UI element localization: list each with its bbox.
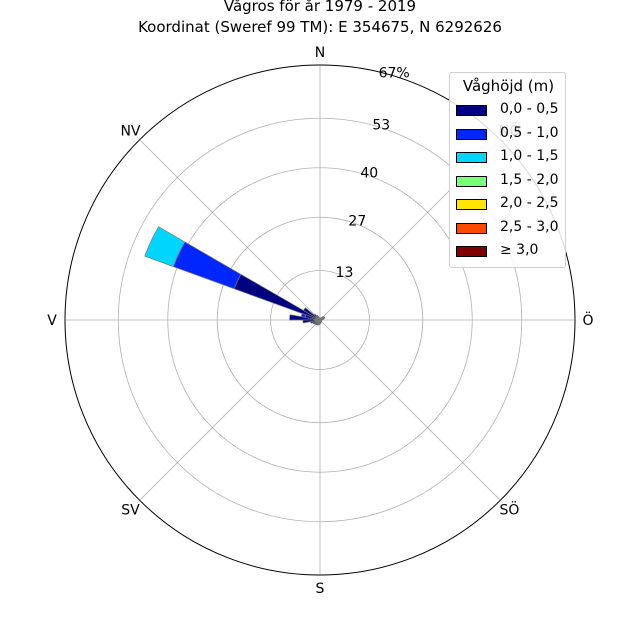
- legend-swatch: [456, 222, 487, 234]
- direction-label-N: N: [315, 45, 325, 61]
- chart-subtitle: Koordinat (Sweref 99 TM): E 354675, N 62…: [138, 18, 502, 36]
- chart-title: Vågros för år 1979 - 2019: [223, 0, 417, 15]
- legend-swatch: [456, 246, 487, 257]
- grid-ring-2: [167, 167, 473, 473]
- radial-tick-label-4: 67%: [379, 66, 410, 82]
- legend-item: 1,0 - 1,5: [456, 148, 564, 168]
- outer-circle: [64, 64, 576, 576]
- bar-295-bin-0: [233, 273, 321, 321]
- grid-ring-3: [117, 117, 523, 523]
- bar-295-bin-1: [172, 241, 242, 290]
- bar-295-bin-2: [144, 226, 186, 268]
- direction-label-SÖ: SÖ: [500, 501, 520, 519]
- legend-label: 1,5 - 2,0: [500, 171, 559, 188]
- grid-ring-0: [270, 270, 370, 370]
- legend-label: 2,0 - 2,5: [500, 195, 559, 211]
- spoke-1: [139, 139, 321, 321]
- radial-tick-label-2: 40: [360, 165, 378, 181]
- legend-item: 2,0 - 2,5: [456, 195, 564, 215]
- radial-tick-label-0: 13: [336, 265, 354, 281]
- spoke-3: [139, 319, 321, 501]
- legend-item: ≥ 3,0: [456, 242, 564, 262]
- legend-swatch: [456, 199, 487, 210]
- rose-bars: [144, 226, 326, 326]
- chart-labels: NNVVSVSSÖÖNÖ1327405367%: [47, 45, 593, 597]
- legend: Våghöjd (m) 0,0 - 0,5 0,5 - 1,0 1,0 - 1,5 1…: [449, 72, 566, 268]
- legend-label: 1,0 - 1,5: [500, 148, 559, 164]
- bar-285-bin-1: [300, 313, 307, 318]
- legend-swatch: [456, 128, 487, 140]
- legend-title: Våghöjd (m): [462, 77, 555, 95]
- legend-item: 0,5 - 1,0: [456, 125, 564, 145]
- legend-item: 2,5 - 3,0: [456, 219, 564, 239]
- legend-label: ≥ 3,0: [500, 242, 539, 258]
- direction-label-Ö: Ö: [582, 311, 593, 329]
- legend-label: 0,0 - 0,5: [500, 101, 559, 117]
- direction-label-SV: SV: [121, 503, 140, 519]
- direction-label-NV: NV: [120, 123, 140, 139]
- legend-item: 0,0 - 0,5: [456, 101, 564, 121]
- radial-tick-label-3: 53: [372, 117, 390, 133]
- legend-swatch: [456, 152, 487, 163]
- outer-ring: [64, 64, 576, 576]
- bar-265-bin-0: [302, 319, 321, 324]
- legend-label: 2,5 - 3,0: [500, 218, 559, 235]
- spoke-5: [319, 319, 501, 501]
- direction-label-V: V: [47, 313, 57, 329]
- direction-label-S: S: [316, 581, 325, 597]
- legend-swatch: [456, 105, 487, 116]
- legend-label: 0,5 - 1,0: [500, 124, 559, 141]
- legend-item: 1,5 - 2,0: [456, 172, 564, 192]
- legend-swatch: [456, 175, 487, 187]
- radial-tick-label-1: 27: [348, 213, 366, 229]
- grid-ring-1: [216, 216, 424, 424]
